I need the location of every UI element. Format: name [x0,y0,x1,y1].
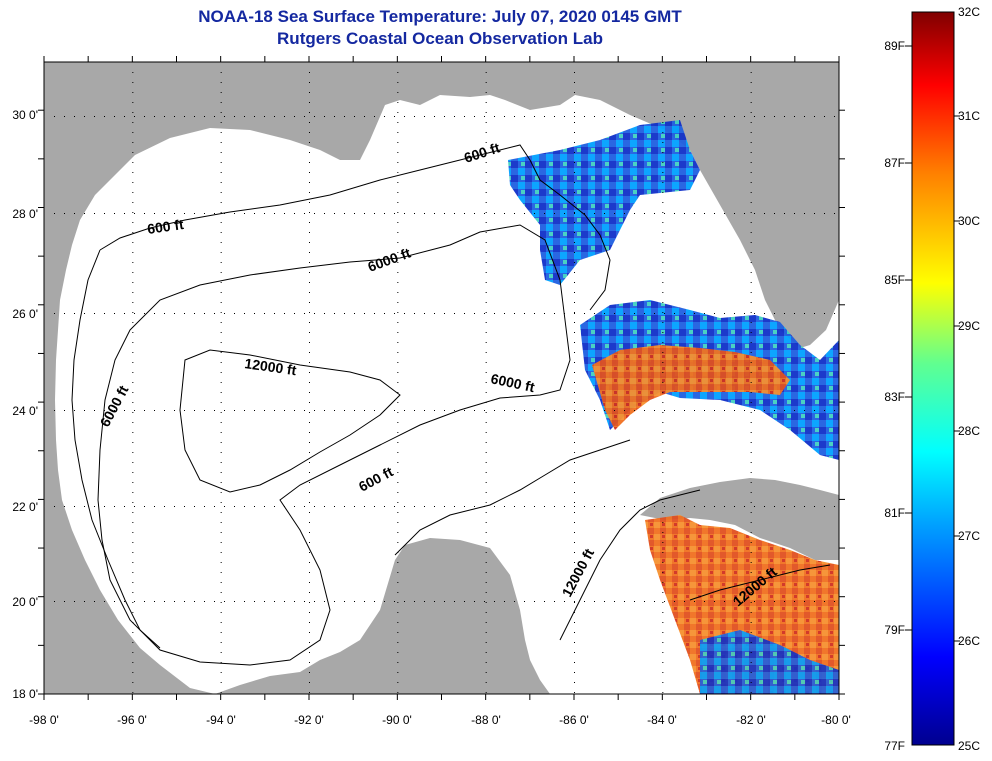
lat-label: 18 0' [12,687,38,701]
title-line-1: NOAA-18 Sea Surface Temperature: July 07… [198,7,682,26]
contour-600ft-north [99,144,611,311]
bathymetry-contours [71,144,831,666]
lon-label: -80 0' [821,713,851,727]
colorbar-c-label: 30C [958,214,980,228]
lat-label: 26 0' [12,307,38,321]
colorbar-f-label: 81F [884,506,905,520]
lon-label: -88 0' [471,713,501,727]
colorbar-gradient [911,11,955,746]
contour-caribbean-east [689,564,831,601]
sst-swath-north [508,120,700,285]
lon-label: -82 0' [736,713,766,727]
contour-yucatan-shelf [394,439,631,556]
sst-swath-east-warm [592,345,790,430]
colorbar-f-label: 87F [884,156,905,170]
lon-label: -84 0' [647,713,677,727]
colorbar-c-label: 32C [958,5,980,19]
lon-label: -94 0' [206,713,236,727]
contour-12000ft [179,349,401,493]
contour-label: 12000 ft [244,355,298,378]
axis-ticks [38,56,845,700]
contour-label: 600 ft [146,216,185,237]
map-area: 600 ft 600 ft 6000 ft 12000 ft 6000 ft 6… [44,62,839,694]
longitude-labels: -98 0' -96 0' -94 0' -92 0' -90 0' -88 0… [29,713,851,727]
lon-label: -86 0' [559,713,589,727]
contour-600ft-west [71,249,161,649]
lat-label: 20 0' [12,595,38,609]
colorbar-c-label: 25C [958,739,980,753]
contour-caribbean-deep [559,489,701,641]
lat-label: 28 0' [12,207,38,221]
latitude-labels: 30 0' 28 0' 26 0' 24 0' 22 0' 20 0' 18 0… [12,108,38,701]
lon-label: -96 0' [117,713,147,727]
colorbar-f-label: 85F [884,273,905,287]
colorbar-f-label: 79F [884,623,905,637]
colorbar-f-label: 83F [884,390,905,404]
colorbar-c-label: 26C [958,634,980,648]
colorbar-c-label: 28C [958,424,980,438]
lon-label: -98 0' [29,713,59,727]
sst-swath-caribbean-cool [700,630,839,694]
colorbar-c-label: 31C [958,109,980,123]
colorbar-c-label: 29C [958,319,980,333]
colorbar: 89F 87F 85F 83F 81F 79F 77F 32C 31C 30C … [884,5,980,753]
colorbar-c-label: 27C [958,529,980,543]
lat-label: 30 0' [12,108,38,122]
contour-6000ft [97,224,571,666]
cuba-land [640,478,839,560]
colorbar-f-label: 89F [884,39,905,53]
colorbar-f-label: 77F [884,739,905,753]
mexico-yucatan-land [215,538,550,694]
sst-swath-caribbean [645,515,839,694]
lon-label: -90 0' [382,713,412,727]
lat-label: 22 0' [12,500,38,514]
lon-label: -92 0' [294,713,324,727]
colorbar-ticks [905,45,960,642]
us-gulf-coast-land [44,62,839,694]
graticule [54,72,835,693]
title-line-2: Rutgers Coastal Ocean Observation Lab [277,29,603,48]
lat-label: 24 0' [12,404,38,418]
map-title: NOAA-18 Sea Surface Temperature: July 07… [0,6,880,50]
